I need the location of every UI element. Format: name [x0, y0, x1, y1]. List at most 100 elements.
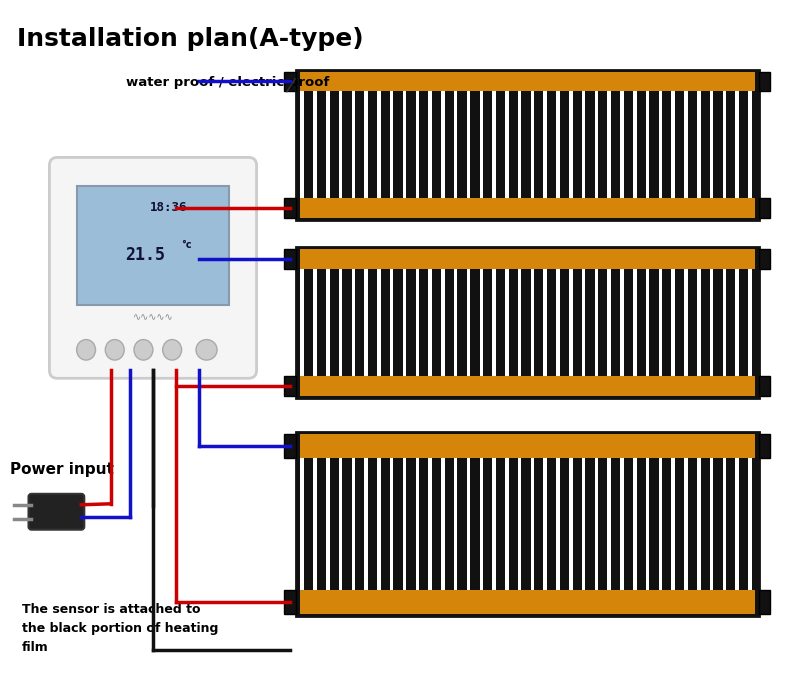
Bar — [758, 376, 770, 396]
Bar — [671, 269, 675, 376]
Bar — [748, 269, 752, 376]
Bar — [722, 91, 726, 198]
Bar — [530, 91, 534, 198]
Bar — [671, 458, 675, 591]
Bar — [492, 91, 496, 198]
Text: 21.5: 21.5 — [126, 246, 166, 264]
Bar — [582, 458, 586, 591]
Bar — [285, 376, 297, 396]
Bar — [338, 458, 342, 591]
Bar — [301, 434, 754, 458]
Bar — [646, 91, 650, 198]
Bar — [301, 72, 754, 91]
Bar — [684, 91, 688, 198]
Bar — [297, 431, 758, 616]
Bar — [285, 591, 297, 614]
Ellipse shape — [162, 340, 182, 360]
Text: ∿∿∿∿∿: ∿∿∿∿∿ — [133, 312, 174, 322]
Ellipse shape — [77, 340, 95, 360]
FancyBboxPatch shape — [29, 494, 84, 530]
Bar — [428, 458, 432, 591]
Bar — [364, 91, 368, 198]
Bar — [569, 458, 573, 591]
Bar — [569, 91, 573, 198]
Bar — [722, 269, 726, 376]
Bar — [735, 458, 739, 591]
Bar — [466, 269, 470, 376]
Bar — [684, 269, 688, 376]
Bar — [364, 458, 368, 591]
Bar — [301, 249, 754, 269]
Bar — [441, 269, 445, 376]
Bar — [758, 198, 770, 218]
FancyBboxPatch shape — [50, 157, 257, 378]
Bar — [390, 269, 394, 376]
Bar — [301, 458, 304, 591]
Bar — [556, 269, 560, 376]
Bar — [415, 91, 419, 198]
Bar — [313, 91, 317, 198]
Bar — [301, 269, 304, 376]
Bar — [402, 458, 406, 591]
Bar — [301, 376, 754, 396]
Bar — [301, 91, 304, 198]
Bar — [735, 91, 739, 198]
Bar — [351, 91, 355, 198]
Bar — [351, 458, 355, 591]
Ellipse shape — [106, 340, 124, 360]
Bar — [748, 91, 752, 198]
Bar — [758, 249, 770, 269]
Bar — [646, 269, 650, 376]
Text: 18:36: 18:36 — [150, 201, 187, 214]
Bar — [697, 91, 701, 198]
Bar — [326, 269, 330, 376]
Text: Installation plan(A-type): Installation plan(A-type) — [17, 27, 363, 51]
Bar — [556, 91, 560, 198]
Bar — [297, 248, 758, 398]
Bar — [530, 269, 534, 376]
Bar — [351, 269, 355, 376]
Text: °c: °c — [182, 240, 192, 250]
Bar — [633, 91, 637, 198]
Bar — [285, 72, 297, 91]
Bar — [402, 269, 406, 376]
Ellipse shape — [196, 340, 217, 360]
Bar — [479, 269, 483, 376]
Bar — [710, 458, 714, 591]
Bar — [338, 269, 342, 376]
Bar — [671, 91, 675, 198]
Bar — [297, 70, 758, 220]
Bar — [415, 458, 419, 591]
Bar — [390, 91, 394, 198]
Bar — [505, 269, 509, 376]
Bar — [492, 458, 496, 591]
Bar — [364, 269, 368, 376]
Bar — [441, 91, 445, 198]
Bar — [543, 91, 547, 198]
Bar — [285, 198, 297, 218]
Bar — [582, 91, 586, 198]
Text: water proof / electric proof: water proof / electric proof — [126, 76, 330, 89]
Bar — [285, 249, 297, 269]
Bar — [390, 458, 394, 591]
Bar — [633, 269, 637, 376]
Bar — [505, 91, 509, 198]
Bar — [518, 458, 522, 591]
Bar — [710, 269, 714, 376]
Bar — [428, 91, 432, 198]
Bar — [684, 458, 688, 591]
Bar — [556, 458, 560, 591]
Bar — [441, 458, 445, 591]
Bar — [620, 269, 624, 376]
Bar — [301, 198, 754, 218]
Bar — [377, 91, 381, 198]
Bar — [594, 91, 598, 198]
Bar — [735, 269, 739, 376]
Bar — [543, 458, 547, 591]
Bar — [722, 458, 726, 591]
Bar — [569, 269, 573, 376]
Bar — [658, 91, 662, 198]
Text: Power input: Power input — [10, 462, 114, 477]
Bar — [466, 91, 470, 198]
Bar — [594, 269, 598, 376]
